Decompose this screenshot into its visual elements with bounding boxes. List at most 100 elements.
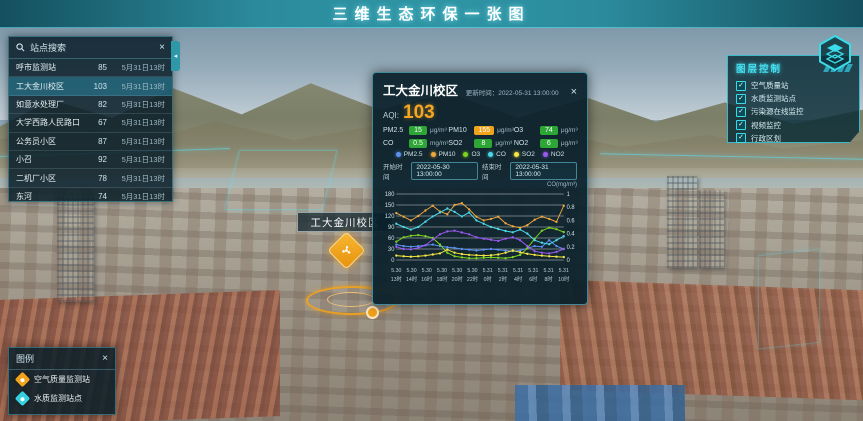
svg-text:30: 30 bbox=[388, 247, 395, 253]
layer-checkbox-item[interactable]: ✓ 污染源在线监控 bbox=[736, 105, 851, 118]
layer-item-label: 视频监控 bbox=[751, 120, 781, 130]
pollutant-value-badge: 8 bbox=[474, 139, 493, 148]
layer-item-label: 行政区划 bbox=[751, 133, 781, 143]
station-name: 二机厂小区 bbox=[16, 173, 56, 183]
station-update-time: 5月31日13时 bbox=[121, 136, 165, 146]
pollutant-label: PM2.5 bbox=[383, 127, 404, 134]
end-time-input[interactable]: 2022-05-31 13:00:00 bbox=[510, 162, 577, 180]
station-list-item[interactable]: 工大金川校区 103 5月31日13时 bbox=[9, 77, 172, 96]
station-aqi-value: 87 bbox=[98, 136, 107, 146]
checkbox-checked-icon[interactable]: ✓ bbox=[736, 80, 746, 91]
svg-text:22时: 22时 bbox=[467, 275, 479, 283]
svg-text:150: 150 bbox=[385, 203, 395, 209]
legend-dot-icon bbox=[430, 152, 436, 157]
pollutant-cell: SO2 8 μg/m³ bbox=[448, 139, 513, 148]
pollutant-cell: PM10 155 μg/m³ bbox=[448, 126, 514, 135]
popup-close-icon[interactable]: × bbox=[570, 86, 577, 98]
highrise-tower-left bbox=[57, 196, 94, 302]
pollutant-value-badge: 6 bbox=[539, 139, 558, 148]
layers-icon bbox=[825, 44, 845, 64]
station-aqi-value: 92 bbox=[98, 155, 107, 165]
svg-text:8时: 8时 bbox=[544, 275, 553, 283]
aqi-value: 103 bbox=[403, 102, 435, 123]
station-list-item[interactable]: 如意水处理厂 82 5月31日13时 bbox=[9, 96, 172, 115]
pollutant-cell: PM2.5 15 μg/m³ bbox=[383, 126, 448, 135]
svg-text:16时: 16时 bbox=[421, 275, 433, 283]
station-list-item[interactable]: 呼市监测站 85 5月31日13时 bbox=[9, 59, 172, 78]
chart-legend-item: O3 bbox=[463, 151, 480, 158]
svg-text:5.31: 5.31 bbox=[483, 268, 493, 274]
station-panel-close-icon[interactable]: × bbox=[159, 41, 165, 53]
legend-item-label: 水质监测站点 bbox=[34, 394, 82, 403]
station-name: 东河 bbox=[16, 191, 32, 201]
svg-text:5.30: 5.30 bbox=[422, 268, 432, 274]
station-list-item[interactable]: 小召 92 5月31日13时 bbox=[9, 151, 172, 170]
layer-panel-header: 图层控制 bbox=[736, 61, 853, 75]
legend-item: 空气质量监测站 bbox=[9, 370, 115, 389]
pollutant-label: SO2 bbox=[448, 140, 463, 147]
layer-checkbox-item[interactable]: ✓ 空气质量站 bbox=[736, 79, 851, 92]
layer-item-label: 水质监测站点 bbox=[751, 94, 796, 104]
station-update-time: 5月31日13时 bbox=[121, 118, 165, 128]
svg-text:5.30: 5.30 bbox=[406, 268, 416, 274]
station-list-item[interactable]: 东河 74 5月31日13时 bbox=[9, 188, 172, 207]
legend-panel-close-icon[interactable]: × bbox=[102, 352, 108, 364]
svg-text:0.8: 0.8 bbox=[567, 205, 575, 211]
air-station-marker-icon[interactable] bbox=[327, 231, 366, 270]
layers-hexagon-button[interactable] bbox=[816, 34, 854, 72]
pollutant-unit: μg/m³ bbox=[430, 127, 447, 134]
station-list-item[interactable]: 二机厂小区 78 5月31日13时 bbox=[9, 169, 172, 188]
legend-dot-icon bbox=[542, 152, 548, 157]
svg-text:90: 90 bbox=[388, 225, 395, 231]
svg-text:0时: 0时 bbox=[484, 275, 493, 283]
pollutant-label: PM10 bbox=[448, 127, 467, 134]
pollutant-unit: mg/m³ bbox=[430, 140, 449, 147]
checkbox-checked-icon[interactable]: ✓ bbox=[736, 133, 746, 143]
svg-text:180: 180 bbox=[385, 192, 395, 198]
checkbox-checked-icon[interactable]: ✓ bbox=[736, 106, 746, 117]
station-aqi-value: 85 bbox=[98, 63, 107, 73]
checkbox-checked-icon[interactable]: ✓ bbox=[736, 93, 746, 104]
pollutant-grid: PM2.5 15 μg/m³ PM10 155 μg/m³ O3 74 μg/m… bbox=[383, 126, 578, 148]
map-legend-panel: 图例 × 空气质量监测站 水质监测站点 bbox=[8, 347, 116, 415]
station-list-item[interactable]: 公务员小区 87 5月31日13时 bbox=[9, 133, 172, 151]
station-map-label[interactable]: 工大金川校区 bbox=[297, 212, 393, 232]
station-name: 工大金川校区 bbox=[16, 81, 64, 91]
pollutant-trend-chart[interactable]: 030609012015018000.20.40.60.815.3013时5.3… bbox=[383, 188, 579, 288]
cyan-wireframe-center bbox=[224, 150, 338, 210]
pollutant-label: CO bbox=[383, 140, 394, 147]
start-time-input[interactable]: 2022-05-30 13:00:00 bbox=[411, 162, 478, 180]
chart-legend-item: PM10 bbox=[430, 151, 455, 158]
warehouse-blue-roofs bbox=[515, 385, 685, 421]
legend-series-name: SO2 bbox=[521, 151, 535, 158]
right-axis-unit-label: CO(mg/m³) bbox=[547, 182, 577, 188]
app-title-bar: 三维生态环保一张图 bbox=[0, 0, 863, 28]
station-panel-collapse-tab[interactable]: ◂ bbox=[171, 41, 180, 71]
station-search-panel: 站点搜索 × 呼市监测站 85 5月31日13时 工大金川校区 103 5月31… bbox=[8, 36, 173, 207]
start-time-label: 开始时间 bbox=[383, 164, 403, 181]
station-list-item[interactable]: 大学西路人民路口 67 5月31日13时 bbox=[9, 114, 172, 133]
station-aqi-value: 74 bbox=[98, 191, 107, 201]
search-icon bbox=[16, 43, 25, 52]
pollutant-unit: μg/m³ bbox=[560, 127, 578, 134]
layer-item-label: 污染源在线监控 bbox=[751, 107, 804, 117]
highrise-tower-right2 bbox=[699, 190, 724, 268]
layer-checkbox-item[interactable]: ✓ 视频监控 bbox=[736, 119, 851, 132]
checkbox-checked-icon[interactable]: ✓ bbox=[736, 120, 746, 131]
svg-text:2时: 2时 bbox=[499, 275, 508, 283]
legend-item: 水质监测站点 bbox=[9, 389, 115, 408]
station-list: 呼市监测站 85 5月31日13时 工大金川校区 103 5月31日13时 如意… bbox=[9, 59, 172, 207]
pollutant-unit: μg/m³ bbox=[560, 140, 578, 147]
station-update-time: 5月31日13时 bbox=[121, 81, 165, 91]
station-name: 公务员小区 bbox=[16, 136, 56, 146]
layer-checkbox-item[interactable]: ✓ 行政区划 bbox=[736, 132, 851, 143]
layer-item-label: 空气质量站 bbox=[751, 81, 789, 91]
svg-text:5.30: 5.30 bbox=[467, 268, 477, 274]
station-name: 大学西路人民路口 bbox=[16, 118, 80, 128]
pollutant-unit: μg/m³ bbox=[495, 140, 513, 147]
layer-checkbox-item[interactable]: ✓ 水质监测站点 bbox=[736, 92, 851, 105]
station-name: 如意水处理厂 bbox=[16, 99, 64, 109]
svg-text:60: 60 bbox=[388, 236, 395, 242]
popup-update-time: 更新时间：2022-05-31 13:00:00 bbox=[465, 90, 559, 97]
station-update-time: 5月31日13时 bbox=[121, 63, 165, 73]
